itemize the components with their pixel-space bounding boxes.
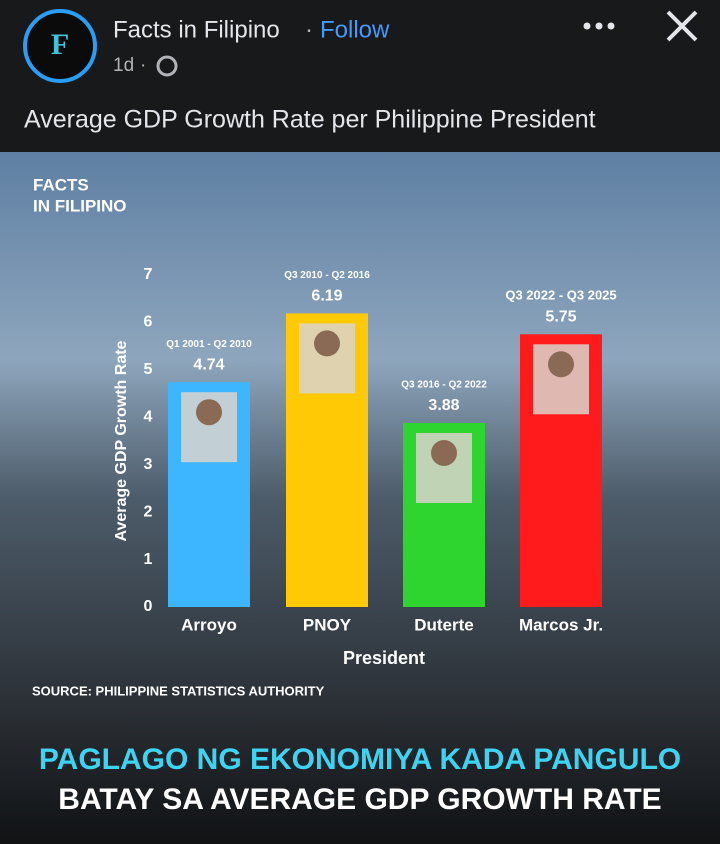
globe-icon	[156, 55, 178, 77]
x-tick-label: Arroyo	[181, 615, 237, 634]
value-label: 6.19	[311, 288, 342, 305]
headline: PAGLAGO NG EKONOMIYA KADA PANGULO	[39, 743, 681, 776]
avatar-letter: F	[51, 28, 69, 61]
author-name[interactable]: Facts in Filipino	[113, 16, 280, 43]
source: SOURCE: PHILIPPINE STATISTICS AUTHORITY	[32, 683, 325, 698]
period-label: Q1 2001 - Q2 2010	[166, 339, 252, 350]
value-label: 5.75	[545, 309, 576, 326]
period-label: Q3 2022 - Q3 2025	[505, 288, 616, 303]
president-photo-head	[431, 439, 457, 466]
president-photo-head	[548, 351, 574, 378]
separator: ·	[140, 55, 146, 76]
president-photo-head	[196, 399, 222, 426]
x-tick-label: PNOY	[303, 615, 352, 634]
y-tick-label: 6	[144, 314, 153, 331]
x-tick-label: Marcos Jr.	[519, 615, 603, 634]
y-tick-label: 1	[144, 551, 153, 568]
avatar[interactable]	[23, 9, 97, 83]
y-tick-label: 3	[144, 456, 153, 473]
period-label: Q3 2016 - Q2 2022	[401, 380, 487, 391]
period-label: Q3 2010 - Q2 2016	[284, 270, 370, 281]
brand: IN FILIPINO	[33, 196, 127, 215]
post-time: 1d	[113, 55, 134, 76]
separator: ·	[305, 16, 313, 43]
y-axis-label: Average GDP Growth Rate	[113, 340, 130, 541]
headline: BATAY SA AVERAGE GDP GROWTH RATE	[58, 783, 661, 816]
y-tick-label: 2	[144, 503, 153, 520]
y-tick-label: 0	[144, 598, 153, 615]
post-caption: Average GDP Growth Rate per Philippine P…	[24, 106, 596, 134]
brand: FACTS	[33, 175, 89, 194]
more-button[interactable]	[583, 22, 615, 30]
x-axis-label: President	[343, 648, 425, 668]
follow-button[interactable]: Follow	[320, 16, 390, 43]
value-label: 3.88	[428, 397, 459, 414]
y-tick-label: 7	[144, 266, 153, 283]
close-button[interactable]	[666, 10, 698, 42]
value-label: 4.74	[193, 356, 224, 373]
x-tick-label: Duterte	[414, 615, 474, 634]
y-tick-label: 4	[144, 409, 153, 426]
president-photo-head	[314, 330, 340, 357]
y-tick-label: 5	[144, 361, 153, 378]
